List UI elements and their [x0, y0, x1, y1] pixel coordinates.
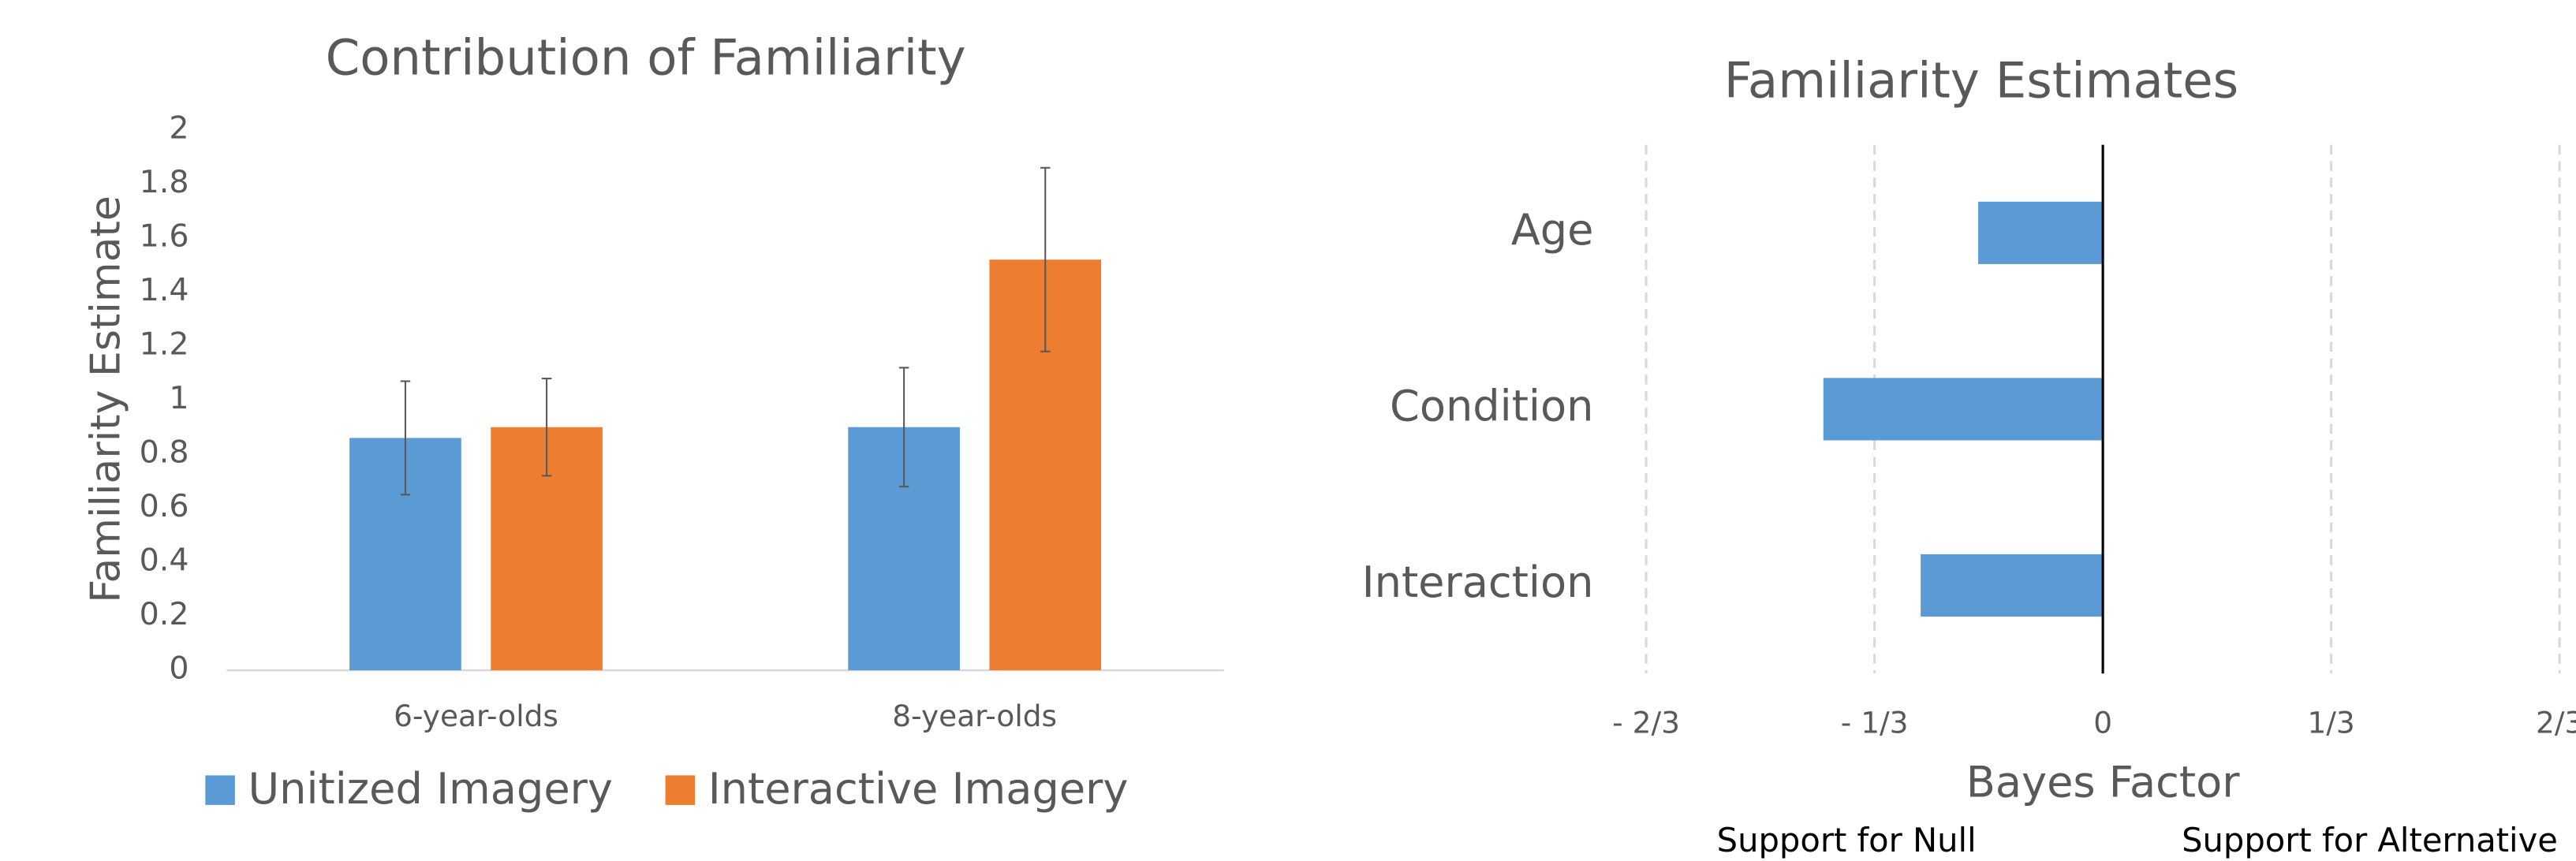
bar — [1921, 554, 2104, 617]
y-axis-label: Familiarity Estimate — [82, 196, 129, 603]
y-tick-label: 1.2 — [140, 326, 189, 362]
y-tick-label: 0 — [169, 650, 189, 687]
y-tick-label: 1.8 — [140, 164, 189, 200]
x-tick-label: - 2/3 — [1612, 705, 1680, 740]
bar — [1978, 201, 2104, 264]
legend-swatch — [665, 775, 696, 805]
x-tick-label: - 1/3 — [1841, 705, 1909, 740]
chart-title: Contribution of Familiarity — [326, 28, 966, 86]
x-tick-label: 1/3 — [2307, 705, 2354, 740]
chart-title: Familiarity Estimates — [1724, 52, 2239, 110]
legend-swatch — [205, 775, 235, 805]
annotation: Support for Null — [1717, 821, 1977, 859]
y-tick-label: 1.4 — [140, 272, 189, 308]
y-tick-label: 0.2 — [140, 596, 189, 632]
x-tick-label: 0 — [2093, 705, 2112, 740]
legend-label: Interactive Imagery — [708, 764, 1129, 814]
bar — [1823, 378, 2104, 441]
y-tick-label: Age — [1511, 205, 1594, 255]
x-axis-label: Bayes Factor — [1966, 758, 2241, 807]
y-tick-label: 2 — [169, 110, 189, 146]
y-tick-label: 1 — [169, 380, 189, 416]
annotation: Support for Alternative — [2182, 821, 2558, 859]
y-tick-label: 0.8 — [140, 434, 189, 470]
x-tick-label: 6-year-olds — [394, 699, 558, 733]
y-tick-label: Condition — [1390, 382, 1593, 431]
legend-label: Unitized Imagery — [248, 764, 613, 814]
x-tick-label: 8-year-olds — [892, 699, 1057, 733]
y-tick-label: Interaction — [1362, 557, 1594, 607]
y-tick-label: 0.6 — [140, 488, 189, 524]
y-tick-label: 0.4 — [140, 542, 189, 579]
x-tick-label: 2/3 — [2536, 705, 2576, 740]
y-tick-label: 1.6 — [140, 218, 189, 254]
